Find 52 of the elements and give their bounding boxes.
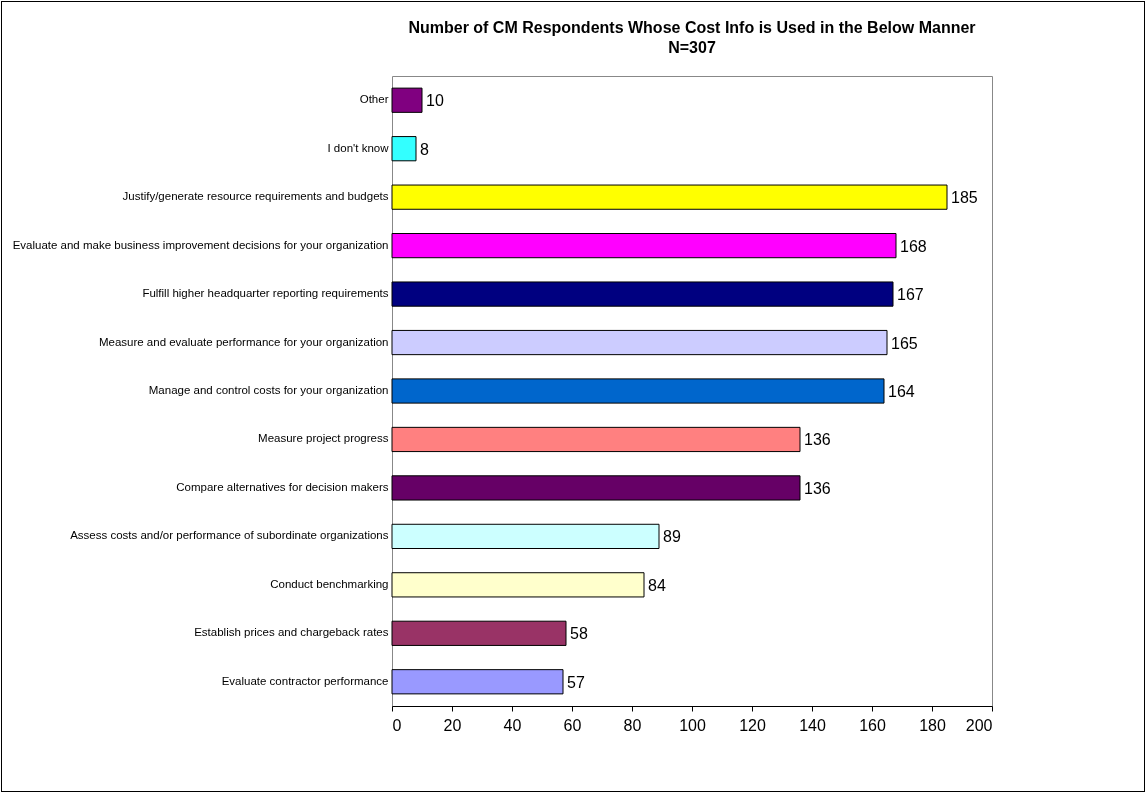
bar xyxy=(391,184,948,210)
bar xyxy=(391,523,660,549)
y-tick-label: Compare alternatives for decision makers xyxy=(176,480,389,493)
data-label: 8 xyxy=(420,140,429,158)
x-tick-label: 120 xyxy=(739,716,766,734)
bar xyxy=(391,475,801,501)
chart-title: Number of CM Respondents Whose Cost Info is Used in the Below Manner xyxy=(408,19,976,36)
y-tick-label: Assess costs and/or performance of subordinate organizations xyxy=(70,529,389,542)
x-tick-label: 200 xyxy=(965,716,993,734)
y-tick-label: I don't know xyxy=(327,141,390,154)
x-tick-label: 0 xyxy=(392,716,402,734)
y-tick-label: Establish prices and chargeback rates xyxy=(194,626,389,639)
y-tick-label: Other xyxy=(359,93,389,106)
y-tick-label: Evaluate contractor performance xyxy=(221,674,389,687)
y-tick-label: Measure and evaluate performance for your organization xyxy=(98,335,389,348)
bar xyxy=(391,136,417,162)
data-label: 165 xyxy=(891,334,918,352)
bar xyxy=(391,572,645,598)
bar xyxy=(391,620,567,646)
data-label: 136 xyxy=(804,479,831,497)
bar xyxy=(391,426,801,453)
data-label: 168 xyxy=(900,237,927,255)
data-label: 58 xyxy=(570,625,588,643)
bar xyxy=(391,233,897,259)
data-label: 164 xyxy=(888,383,915,400)
data-label: 10 xyxy=(426,92,444,110)
data-label: 89 xyxy=(663,528,681,546)
bar xyxy=(391,329,888,356)
x-tick-label: 160 xyxy=(859,716,886,734)
x-tick-label: 20 xyxy=(443,716,462,734)
x-tick-label: 140 xyxy=(799,716,826,734)
x-tick-label: 80 xyxy=(623,716,642,734)
data-label: 84 xyxy=(648,576,666,594)
y-tick-label: Evaluate and make business improvement decisions for your organization xyxy=(12,238,389,251)
data-label: 185 xyxy=(951,189,978,207)
chart-subtitle: N=307 xyxy=(668,39,716,56)
x-tick-label: 100 xyxy=(679,716,706,734)
bar xyxy=(391,378,885,404)
y-tick-label: Fulfill higher headquarter reporting requirements xyxy=(142,287,389,300)
bar xyxy=(391,669,564,695)
y-tick-label: Conduct benchmarking xyxy=(270,577,389,590)
data-label: 136 xyxy=(804,431,831,449)
data-label: 167 xyxy=(897,286,924,304)
y-tick-label: Manage and control costs for your organization xyxy=(148,384,389,396)
x-tick-label: 60 xyxy=(563,716,582,734)
bar xyxy=(391,87,423,113)
bar xyxy=(391,281,894,307)
x-tick-label: 180 xyxy=(919,716,946,734)
y-tick-label: Measure project progress xyxy=(258,432,389,445)
data-label: 57 xyxy=(567,673,585,691)
y-tick-label: Justify/generate resource requirements and budgets xyxy=(122,190,389,203)
x-tick-label: 40 xyxy=(503,716,522,734)
